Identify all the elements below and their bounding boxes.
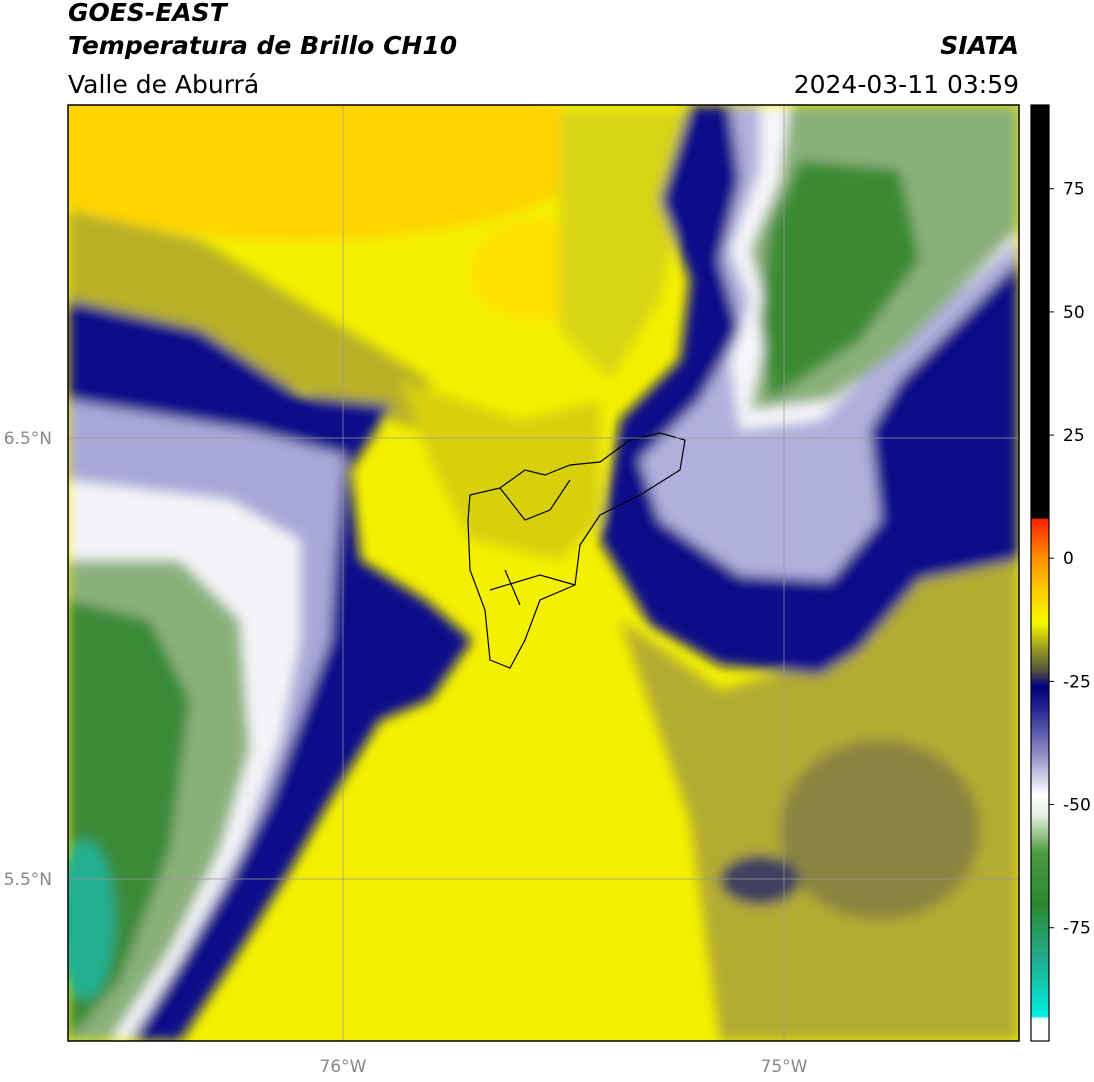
colorbar-tick-label: -75 xyxy=(1063,919,1091,939)
map xyxy=(68,105,1019,1041)
map-frame xyxy=(67,104,1020,1042)
timestamp: 2024-03-11 03:59 xyxy=(794,70,1019,99)
colorbar-tick-label: 50 xyxy=(1063,303,1085,323)
lat-label: 6.5°N xyxy=(4,429,52,449)
subtitle: Temperatura de Brillo CH10 xyxy=(68,31,457,60)
colorbar-tick-label: -25 xyxy=(1063,672,1091,692)
colorbar-tick-label: 0 xyxy=(1063,549,1074,569)
colorbar-tick-label: 25 xyxy=(1063,426,1085,446)
lat-label: 5.5°N xyxy=(4,870,52,890)
colorbar xyxy=(1030,104,1050,1042)
title: GOES-EAST xyxy=(68,0,229,27)
colorbar-tick-label: -50 xyxy=(1063,796,1091,816)
lon-label: 75°W xyxy=(761,1057,808,1077)
region: Valle de Aburrá xyxy=(68,70,259,99)
lon-label: 76°W xyxy=(320,1057,367,1077)
source: SIATA xyxy=(940,31,1019,60)
colorbar-tick-label: 75 xyxy=(1063,180,1085,200)
